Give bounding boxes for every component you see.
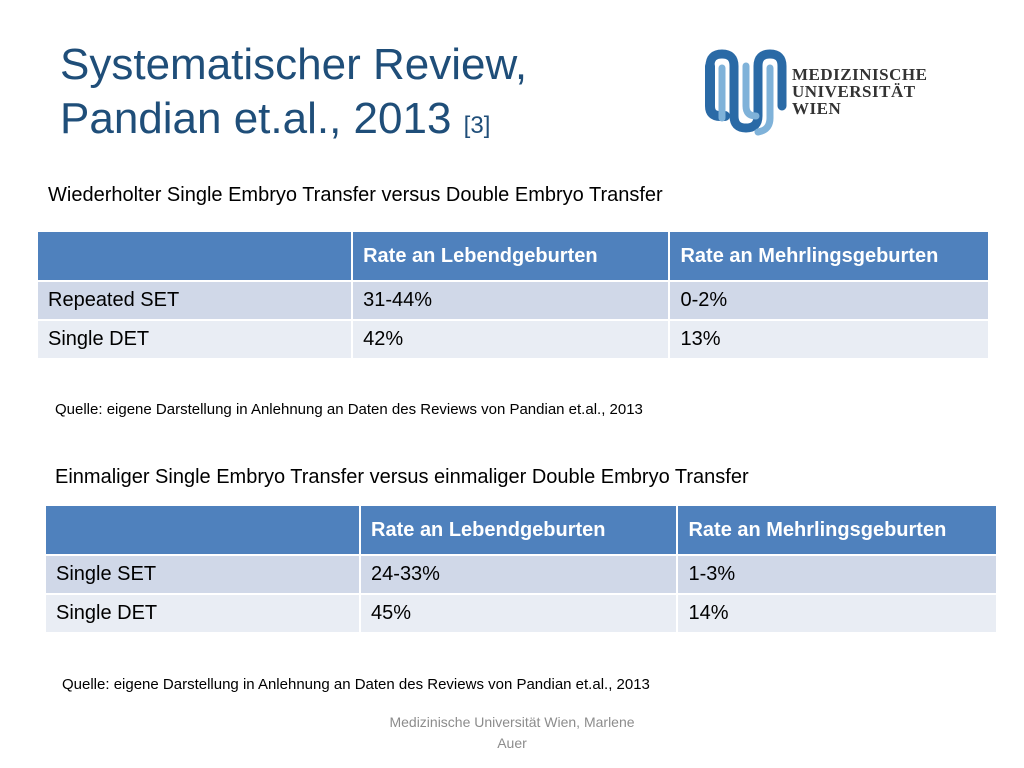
section2-heading: Einmaliger Single Embryo Transfer versus… (55, 466, 749, 488)
table-cell: 31-44% (351, 280, 671, 321)
footer-line-1: Medizinische Universität Wien, Marlene (389, 714, 635, 730)
university-logo-text: MEDIZINISCHE UNIVERSITÄT WIEN (792, 66, 927, 117)
title-line-1: Systematischer Review, (60, 40, 528, 89)
table-cell: Single SET (43, 554, 362, 595)
slide-footer: Medizinische Universität Wien, Marlene A… (362, 712, 662, 754)
table-cell: Repeated SET (35, 280, 354, 321)
table-row: Repeated SET 31-44% 0-2% (35, 280, 990, 321)
table-cell: 0-2% (668, 280, 990, 321)
table-cell: Single DET (43, 593, 362, 634)
table-cell: 14% (676, 593, 998, 634)
table-header-cell: Rate an Mehrlingsgeburten (676, 504, 998, 556)
table-header-row: Rate an Lebendgeburten Rate an Mehrlings… (43, 504, 998, 556)
logo-line-2: UNIVERSITÄT (792, 82, 916, 101)
table-cell: 45% (359, 593, 679, 634)
table-cell: Single DET (35, 319, 354, 360)
table-row: Single DET 42% 13% (35, 319, 990, 360)
section1-heading: Wiederholter Single Embryo Transfer vers… (48, 184, 663, 206)
table-header-cell: Rate an Lebendgeburten (359, 504, 679, 556)
footer-line-2: Auer (497, 735, 527, 751)
table-header-cell: Rate an Lebendgeburten (351, 230, 671, 282)
table-header-row: Rate an Lebendgeburten Rate an Mehrlings… (35, 230, 990, 282)
table-header-cell (35, 230, 354, 282)
table-cell: 42% (351, 319, 671, 360)
table-row: Single DET 45% 14% (43, 593, 998, 634)
title-line-2: Pandian et.al., 2013 (60, 94, 452, 143)
table-header-cell (43, 504, 362, 556)
table-cell: 1-3% (676, 554, 998, 595)
comparison-table-1: Rate an Lebendgeburten Rate an Mehrlings… (35, 230, 990, 360)
logo-line-1: MEDIZINISCHE (792, 65, 928, 84)
section1-source: Quelle: eigene Darstellung in Anlehnung … (55, 401, 643, 418)
table-cell: 24-33% (359, 554, 679, 595)
table-row: Single SET 24-33% 1-3% (43, 554, 998, 595)
section2-source: Quelle: eigene Darstellung in Anlehnung … (62, 676, 650, 693)
comparison-table-2: Rate an Lebendgeburten Rate an Mehrlings… (43, 504, 998, 634)
university-logo-icon (705, 49, 787, 136)
logo-line-3: WIEN (792, 99, 842, 118)
table-header-cell: Rate an Mehrlingsgeburten (668, 230, 990, 282)
title-reference: [3] (463, 112, 491, 139)
table-cell: 13% (668, 319, 990, 360)
slide-title: Systematischer Review, Pandian et.al., 2… (60, 38, 527, 153)
